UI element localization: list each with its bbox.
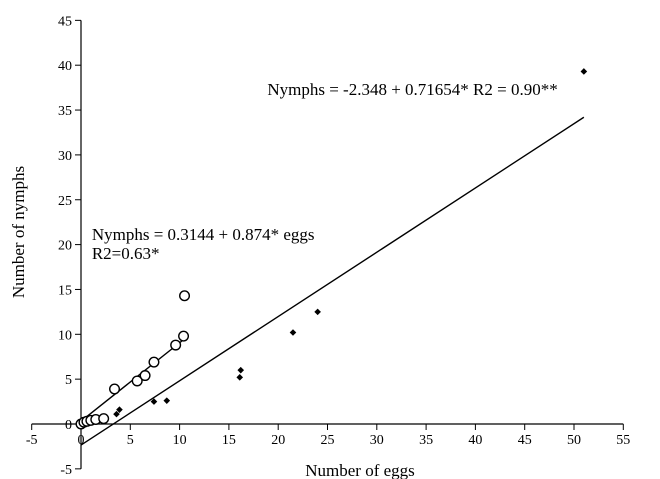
filled-diamond-point (237, 366, 245, 374)
filled-diamond-point (116, 406, 123, 413)
x-tick-label: 40 (468, 433, 482, 448)
x-axis-title: Number of eggs (305, 461, 415, 479)
y-tick-label: 30 (58, 149, 72, 164)
y-tick-label: 40 (58, 59, 72, 74)
open-circle-point (131, 375, 143, 387)
data-points (75, 68, 588, 430)
filled-diamond-point (314, 308, 321, 316)
y-tick-label: 0 (65, 418, 72, 433)
y-tick-label: -5 (60, 463, 72, 478)
filled-diamond-point (163, 397, 171, 404)
x-tick-label: 35 (419, 433, 433, 448)
x-tick-label: 20 (271, 433, 285, 448)
x-tick-label: 15 (222, 433, 236, 448)
annotations: Nymphs = -2.348 + 0.71654* R2 = 0.90** Ny… (92, 80, 558, 263)
open-circle-point (179, 290, 191, 302)
open-circle-point (109, 383, 121, 395)
y-tick-label: 45 (58, 14, 72, 29)
open-circle-point (178, 330, 190, 342)
filled-diamond-point (113, 410, 120, 418)
equation-annotation: Nymphs = 0.3144 + 0.874* eggs (92, 225, 315, 244)
x-tick-label: 45 (518, 433, 532, 448)
open-circle-point (148, 356, 160, 368)
filled-diamond-point (580, 68, 588, 75)
trendline-2 (80, 116, 585, 446)
x-tick-label: 50 (567, 433, 581, 448)
trendlines (80, 116, 585, 446)
filled-diamond-point (150, 398, 158, 405)
axes: -5 0 5 10 15 20 25 30 35 40 45 50 55 -5 0 5 10 15 20 25 30 35… (26, 14, 630, 478)
filled-diamond-point (236, 374, 244, 381)
y-tick-label: 20 (58, 239, 72, 254)
x-tick-label: 5 (127, 433, 134, 448)
x-tick-label: 30 (370, 433, 384, 448)
x-tick-label: 25 (321, 433, 335, 448)
y-tick-label: 5 (65, 373, 72, 388)
open-circle-point (170, 339, 182, 351)
x-tick-label: 0 (78, 433, 85, 448)
equation-annotation: Nymphs = -2.348 + 0.71654* R2 = 0.90** (267, 80, 557, 99)
open-circle-point (98, 413, 110, 425)
x-tick-label: -5 (26, 433, 38, 448)
y-tick-label: 25 (58, 194, 72, 209)
y-tick-label: 10 (58, 328, 72, 343)
x-tick-label: 55 (616, 433, 630, 448)
equation-annotation: R2=0.63* (92, 244, 160, 263)
x-tick-label: 10 (173, 433, 187, 448)
y-tick-label: 15 (58, 283, 72, 298)
filled-diamond-point (289, 329, 297, 336)
open-circle-point (139, 370, 151, 382)
y-axis-title: Number of nymphs (9, 166, 28, 298)
y-tick-label: 35 (58, 104, 72, 119)
